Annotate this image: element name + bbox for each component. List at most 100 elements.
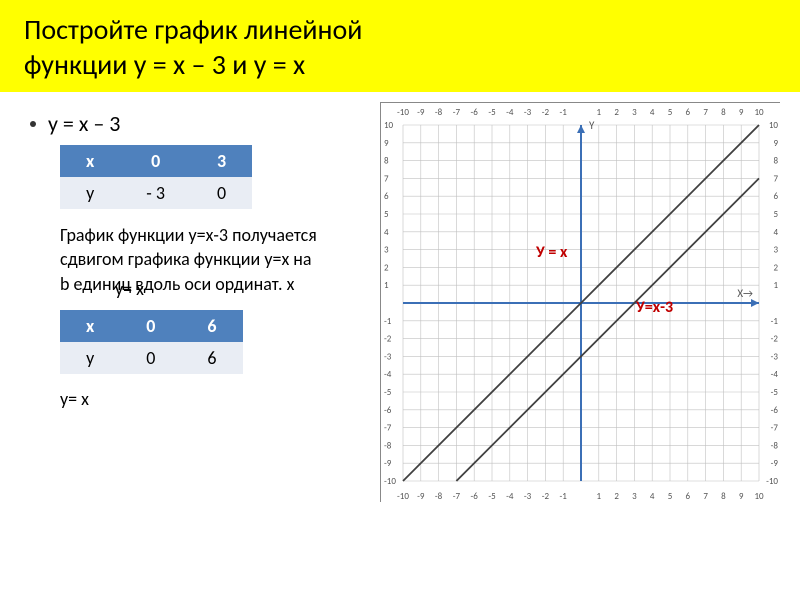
t2-c1: 0 [120,342,181,374]
series-label-1: У=х-3 [636,298,673,317]
title-line2: функции у = х – 3 и у = x [24,47,305,82]
svg-text:-2: -2 [771,334,779,345]
svg-text:-6: -6 [384,405,392,416]
svg-text:10: 10 [769,120,779,131]
svg-text:6: 6 [384,191,389,202]
svg-text:-5: -5 [771,387,779,398]
svg-text:-10: -10 [397,491,409,502]
t1-h2: 3 [191,145,252,177]
slide: Постройте график линейной функции у = х … [0,0,800,600]
svg-text:3: 3 [632,491,637,502]
svg-text:4: 4 [773,227,778,238]
svg-text:-6: -6 [471,107,479,118]
svg-text:1: 1 [597,107,602,118]
svg-text:8: 8 [721,491,726,502]
svg-text:3: 3 [384,245,389,256]
svg-text:4: 4 [384,227,389,238]
bullet-icon [30,121,36,127]
svg-text:2: 2 [384,262,389,273]
svg-text:-3: -3 [524,107,532,118]
table-1: x 0 3 y - 3 0 [60,145,252,209]
svg-text:2: 2 [773,262,778,273]
svg-text:-8: -8 [435,491,443,502]
svg-text:-3: -3 [771,351,779,362]
svg-text:1: 1 [773,280,778,291]
t2-c0: y [60,342,120,374]
svg-text:-4: -4 [506,107,514,118]
svg-text:5: 5 [668,107,673,118]
t1-h1: 0 [120,145,191,177]
title-line1: Постройте график линейной [24,12,362,47]
svg-text:6: 6 [686,491,691,502]
svg-text:-3: -3 [384,351,392,362]
t1-c1: - 3 [120,177,191,209]
svg-text:-3: -3 [524,491,532,502]
svg-text:5: 5 [384,209,389,220]
svg-text:9: 9 [739,491,744,502]
svg-text:-5: -5 [384,387,392,398]
svg-text:9: 9 [773,138,778,149]
svg-text:4: 4 [650,107,655,118]
svg-text:5: 5 [668,491,673,502]
svg-text:2: 2 [614,107,619,118]
svg-text:-8: -8 [771,440,779,451]
left-column: у = х – 3 x 0 3 y - 3 0 График функции у… [10,102,380,502]
svg-text:-5: -5 [488,107,496,118]
bullet-eq1: у = х – 3 [30,110,380,137]
t2-h0: x [60,310,120,342]
svg-text:7: 7 [703,491,708,502]
svg-text:3: 3 [632,107,637,118]
t1-c0: y [60,177,120,209]
svg-text:8: 8 [384,156,389,167]
svg-text:3: 3 [773,245,778,256]
t2-h1: 0 [120,310,181,342]
svg-text:2: 2 [614,491,619,502]
svg-text:7: 7 [773,173,778,184]
svg-text:-2: -2 [542,107,550,118]
svg-text:-8: -8 [384,440,392,451]
svg-text:Y: Y [589,119,595,132]
svg-text:4: 4 [650,491,655,502]
footer-equation: y= x [60,388,380,410]
svg-text:-1: -1 [384,316,392,327]
svg-text:8: 8 [721,107,726,118]
svg-text:X→: X→ [737,287,753,300]
svg-text:7: 7 [703,107,708,118]
svg-text:10: 10 [754,107,764,118]
svg-text:-8: -8 [435,107,443,118]
svg-text:9: 9 [384,138,389,149]
content-area: у = х – 3 x 0 3 y - 3 0 График функции у… [0,92,800,502]
series-label-0: У = х [536,243,567,262]
svg-text:-10: -10 [397,107,409,118]
svg-text:-5: -5 [488,491,496,502]
svg-text:-7: -7 [771,423,779,434]
svg-text:6: 6 [773,191,778,202]
svg-text:-7: -7 [384,423,392,434]
slide-title: Постройте график линейной функции у = х … [0,0,800,92]
svg-text:8: 8 [773,156,778,167]
t2-h2: 6 [181,310,242,342]
svg-text:9: 9 [739,107,744,118]
t1-h0: x [60,145,120,177]
svg-text:1: 1 [384,280,389,291]
svg-text:-9: -9 [771,458,779,469]
t1-c2: 0 [191,177,252,209]
svg-text:-1: -1 [560,491,568,502]
svg-text:-7: -7 [453,107,461,118]
svg-text:-6: -6 [771,405,779,416]
svg-text:10: 10 [384,120,394,131]
chart-svg: -10 -10 -9 -9 -8 -8 -7 -7 -6 -6 -5 -5 -4 -4 -3 -3 -2 -2 -1… [381,103,781,503]
svg-text:-2: -2 [542,491,550,502]
svg-text:-7: -7 [453,491,461,502]
svg-text:-6: -6 [471,491,479,502]
svg-text:-4: -4 [506,491,514,502]
svg-text:5: 5 [773,209,778,220]
svg-text:6: 6 [686,107,691,118]
svg-text:10: 10 [754,491,764,502]
chart: -10 -10 -9 -9 -8 -8 -7 -7 -6 -6 -5 -5 -4 -4 -3 -3 -2 -2 -1… [380,102,780,502]
t2-c2: 6 [181,342,242,374]
svg-text:-1: -1 [560,107,568,118]
svg-text:7: 7 [384,173,389,184]
svg-text:-9: -9 [384,458,392,469]
svg-text:-9: -9 [417,107,425,118]
